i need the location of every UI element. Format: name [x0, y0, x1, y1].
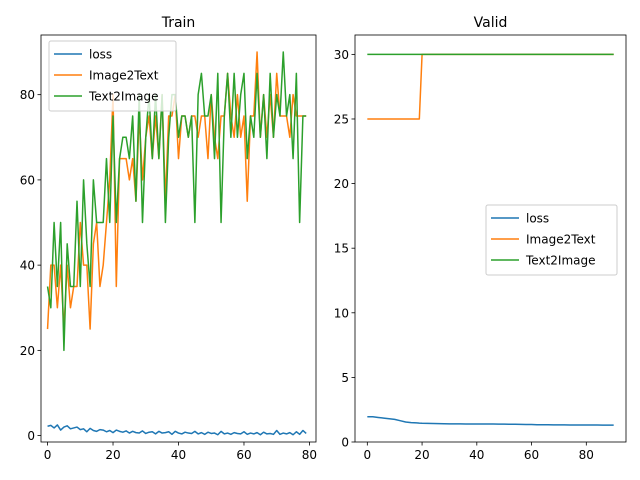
legend-box: [485, 204, 618, 276]
x-tick-label: 0: [363, 448, 371, 462]
legend-label-loss: loss: [89, 48, 112, 62]
chart-title: Valid: [474, 15, 508, 31]
x-tick-label: 60: [236, 448, 251, 462]
x-tick-label: 80: [579, 448, 594, 462]
y-tick-label: 40: [20, 259, 35, 273]
y-tick-label: 60: [20, 173, 35, 187]
x-tick-label: 20: [414, 448, 429, 462]
valid-panel: Valid 0 20 40 60 80 0 5 10 15 20 25 30 loss Image2Text…: [334, 15, 627, 462]
legend: loss Image2Text Text2Image: [485, 204, 618, 276]
y-tick-label: 5: [341, 371, 349, 385]
y-tick-label: 20: [334, 177, 349, 191]
y-tick-label: 20: [20, 344, 35, 358]
x-tick-label: 40: [469, 448, 484, 462]
axes-frame: [354, 34, 627, 443]
y-tick-label: 80: [20, 88, 35, 102]
y-tick-label: 30: [334, 48, 349, 62]
y-tick-label: 25: [334, 112, 349, 126]
y-tick-label: 15: [334, 242, 349, 256]
train-panel: Train 0 20 40 60 80 0 20 40 60 80 loss Image2Text Tex…: [20, 15, 317, 462]
series-line-text2image: [46, 51, 307, 352]
legend-label-image2text: Image2Text: [89, 69, 159, 83]
series-line-loss: [47, 424, 307, 436]
y-tick-label: 10: [334, 306, 349, 320]
x-tick-label: 20: [105, 448, 120, 462]
y-tick-label: 0: [27, 429, 35, 443]
legend-label-text2image: Text2Image: [88, 90, 159, 104]
x-tick-label: 0: [44, 448, 52, 462]
x-tick-label: 60: [524, 448, 539, 462]
chart-title: Train: [161, 15, 196, 31]
x-tick-label: 40: [171, 448, 186, 462]
legend-label-loss: loss: [526, 212, 549, 226]
legend-box: [48, 40, 177, 112]
series-line-loss: [367, 416, 614, 426]
legend: loss Image2Text Text2Image: [48, 40, 177, 112]
legend-label-text2image: Text2Image: [525, 254, 596, 268]
y-tick-label: 0: [341, 436, 349, 450]
legend-label-image2text: Image2Text: [526, 233, 596, 247]
x-tick-label: 80: [302, 448, 317, 462]
